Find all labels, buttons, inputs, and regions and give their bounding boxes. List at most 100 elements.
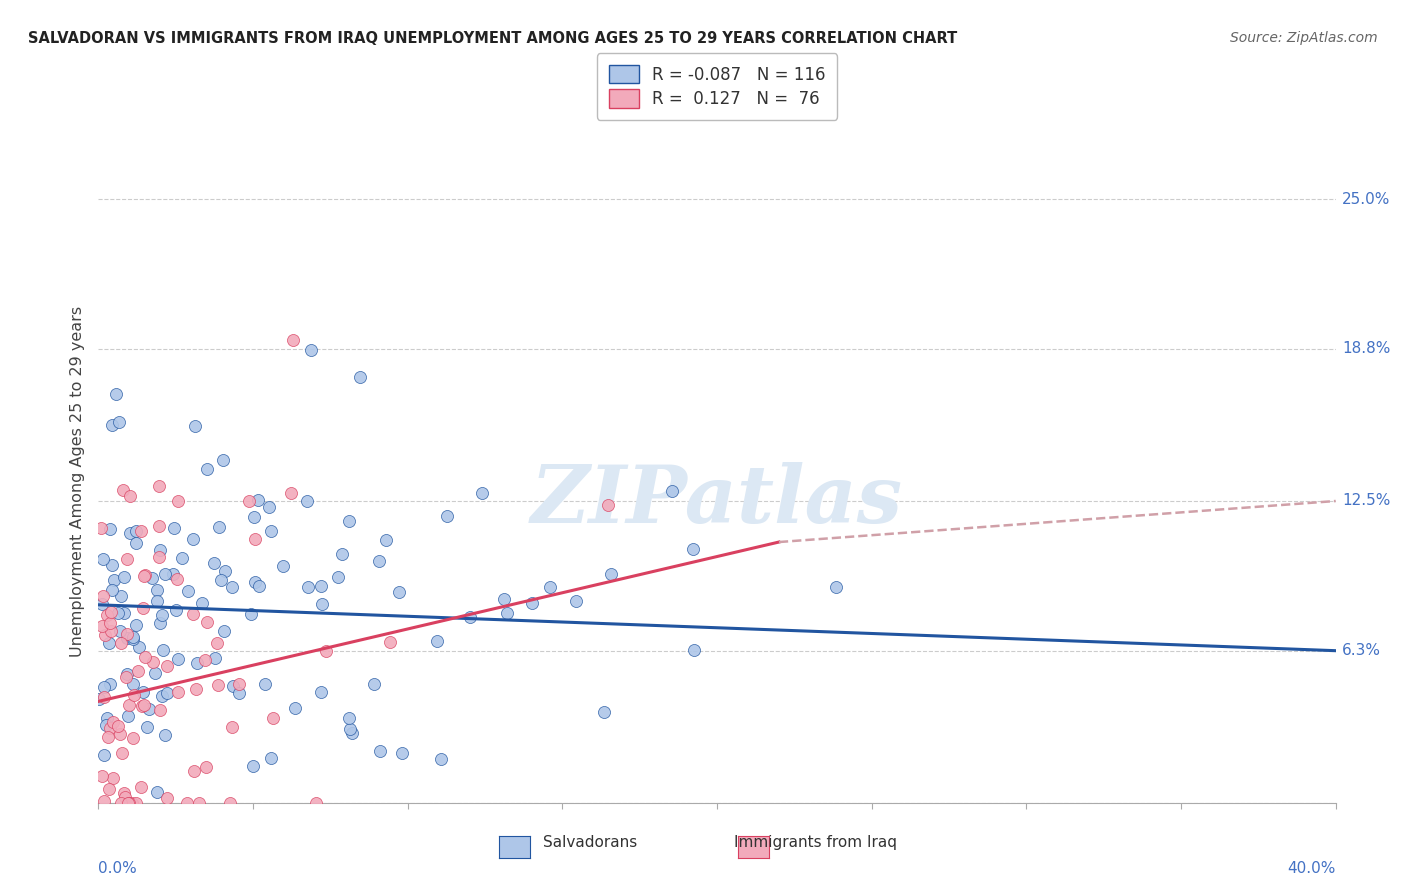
Point (368, 554, 391, 568)
Point (311, 597, 333, 611)
Point (297, 581, 319, 595)
Point (148, 479, 170, 493)
Point (138, 702, 160, 716)
Point (167, 494, 190, 508)
Point (100, 624, 122, 638)
Point (163, 521, 186, 535)
Point (683, 642, 706, 657)
Point (177, 584, 200, 599)
Point (191, 596, 214, 610)
Point (122, 630, 145, 644)
Text: ZIPatlas: ZIPatlas (531, 462, 903, 540)
Point (155, 567, 177, 582)
Point (91, 619, 114, 633)
Point (208, 519, 231, 533)
Point (205, 635, 228, 649)
Point (150, 689, 173, 703)
Point (599, 567, 621, 582)
Point (93, 690, 115, 704)
Point (380, 635, 402, 649)
Point (90, 521, 112, 535)
Point (271, 559, 294, 574)
Point (183, 419, 205, 434)
Point (682, 541, 704, 556)
Point (115, 551, 138, 566)
Point (242, 759, 264, 773)
Point (257, 500, 280, 514)
Point (132, 698, 155, 712)
Point (96, 711, 118, 725)
Point (148, 550, 170, 565)
Point (228, 676, 250, 690)
Point (330, 547, 353, 561)
Point (243, 532, 266, 546)
Text: Source: ZipAtlas.com: Source: ZipAtlas.com (1230, 31, 1378, 45)
Point (143, 665, 166, 680)
Point (134, 568, 156, 582)
Point (564, 593, 586, 607)
Point (125, 796, 148, 810)
Point (96, 717, 118, 731)
Point (125, 617, 148, 632)
Point (108, 624, 131, 639)
Text: 25.0%: 25.0% (1341, 192, 1391, 207)
Point (100, 558, 122, 573)
Text: Salvadorans: Salvadorans (543, 836, 638, 850)
Point (167, 652, 190, 666)
Point (142, 655, 165, 669)
Point (221, 720, 243, 734)
Point (103, 771, 125, 785)
Point (222, 679, 245, 693)
Point (186, 657, 208, 671)
Point (165, 603, 187, 617)
Point (108, 416, 131, 430)
Point (134, 649, 156, 664)
Point (125, 536, 148, 550)
Point (110, 636, 132, 650)
Point (122, 676, 145, 690)
Point (260, 524, 283, 539)
Text: Immigrants from Iraq: Immigrants from Iraq (734, 836, 897, 850)
Point (121, 632, 143, 647)
Point (212, 452, 235, 467)
Point (214, 564, 236, 578)
Point (315, 644, 337, 658)
Point (117, 666, 139, 681)
Text: SALVADORAN VS IMMIGRANTS FROM IRAQ UNEMPLOYMENT AMONG AGES 25 TO 29 YEARS CORREL: SALVADORAN VS IMMIGRANTS FROM IRAQ UNEMP… (28, 31, 957, 46)
Point (98, 721, 121, 735)
Point (131, 601, 153, 615)
Point (96, 607, 118, 622)
Point (363, 677, 385, 691)
Point (471, 486, 494, 500)
Point (156, 658, 179, 673)
Text: 12.5%: 12.5% (1341, 493, 1391, 508)
Point (339, 723, 361, 737)
Point (100, 418, 122, 433)
Point (349, 369, 371, 384)
Point (129, 524, 152, 539)
Point (156, 791, 179, 805)
Point (374, 533, 396, 547)
Point (149, 703, 172, 717)
Point (149, 615, 172, 630)
Point (202, 556, 225, 570)
Point (112, 483, 135, 497)
Point (101, 714, 124, 729)
Point (204, 650, 226, 665)
Point (98, 615, 121, 630)
Point (309, 685, 332, 699)
Point (492, 592, 515, 607)
Point (112, 570, 135, 584)
Point (127, 665, 149, 679)
Point (104, 387, 127, 401)
Legend: R = -0.087   N = 116, R =  0.127   N =  76: R = -0.087 N = 116, R = 0.127 N = 76 (598, 54, 837, 120)
Point (156, 686, 179, 700)
Point (342, 726, 364, 740)
Point (221, 580, 243, 594)
Point (110, 589, 132, 603)
Point (108, 727, 131, 741)
Point (136, 720, 159, 734)
Point (121, 796, 143, 810)
Point (661, 483, 683, 498)
Point (91, 552, 114, 566)
